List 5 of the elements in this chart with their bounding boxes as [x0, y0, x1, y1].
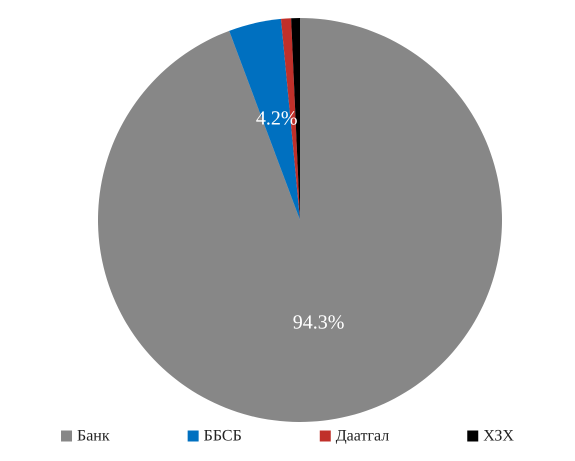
data-label: 94.3%	[292, 311, 344, 334]
legend-label: ХЗХ	[483, 428, 514, 444]
legend-label: ББСБ	[204, 428, 242, 444]
legend-label: Банк	[77, 428, 110, 444]
legend-label: Даатгал	[336, 428, 390, 444]
